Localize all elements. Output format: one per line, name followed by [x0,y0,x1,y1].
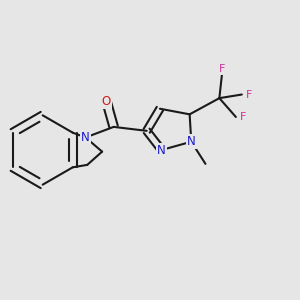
Text: N: N [81,131,90,144]
Text: F: F [240,112,246,122]
Text: N: N [157,143,166,157]
Text: N: N [187,135,196,148]
Text: F: F [219,64,225,74]
Text: F: F [246,89,252,100]
Text: O: O [102,94,111,108]
